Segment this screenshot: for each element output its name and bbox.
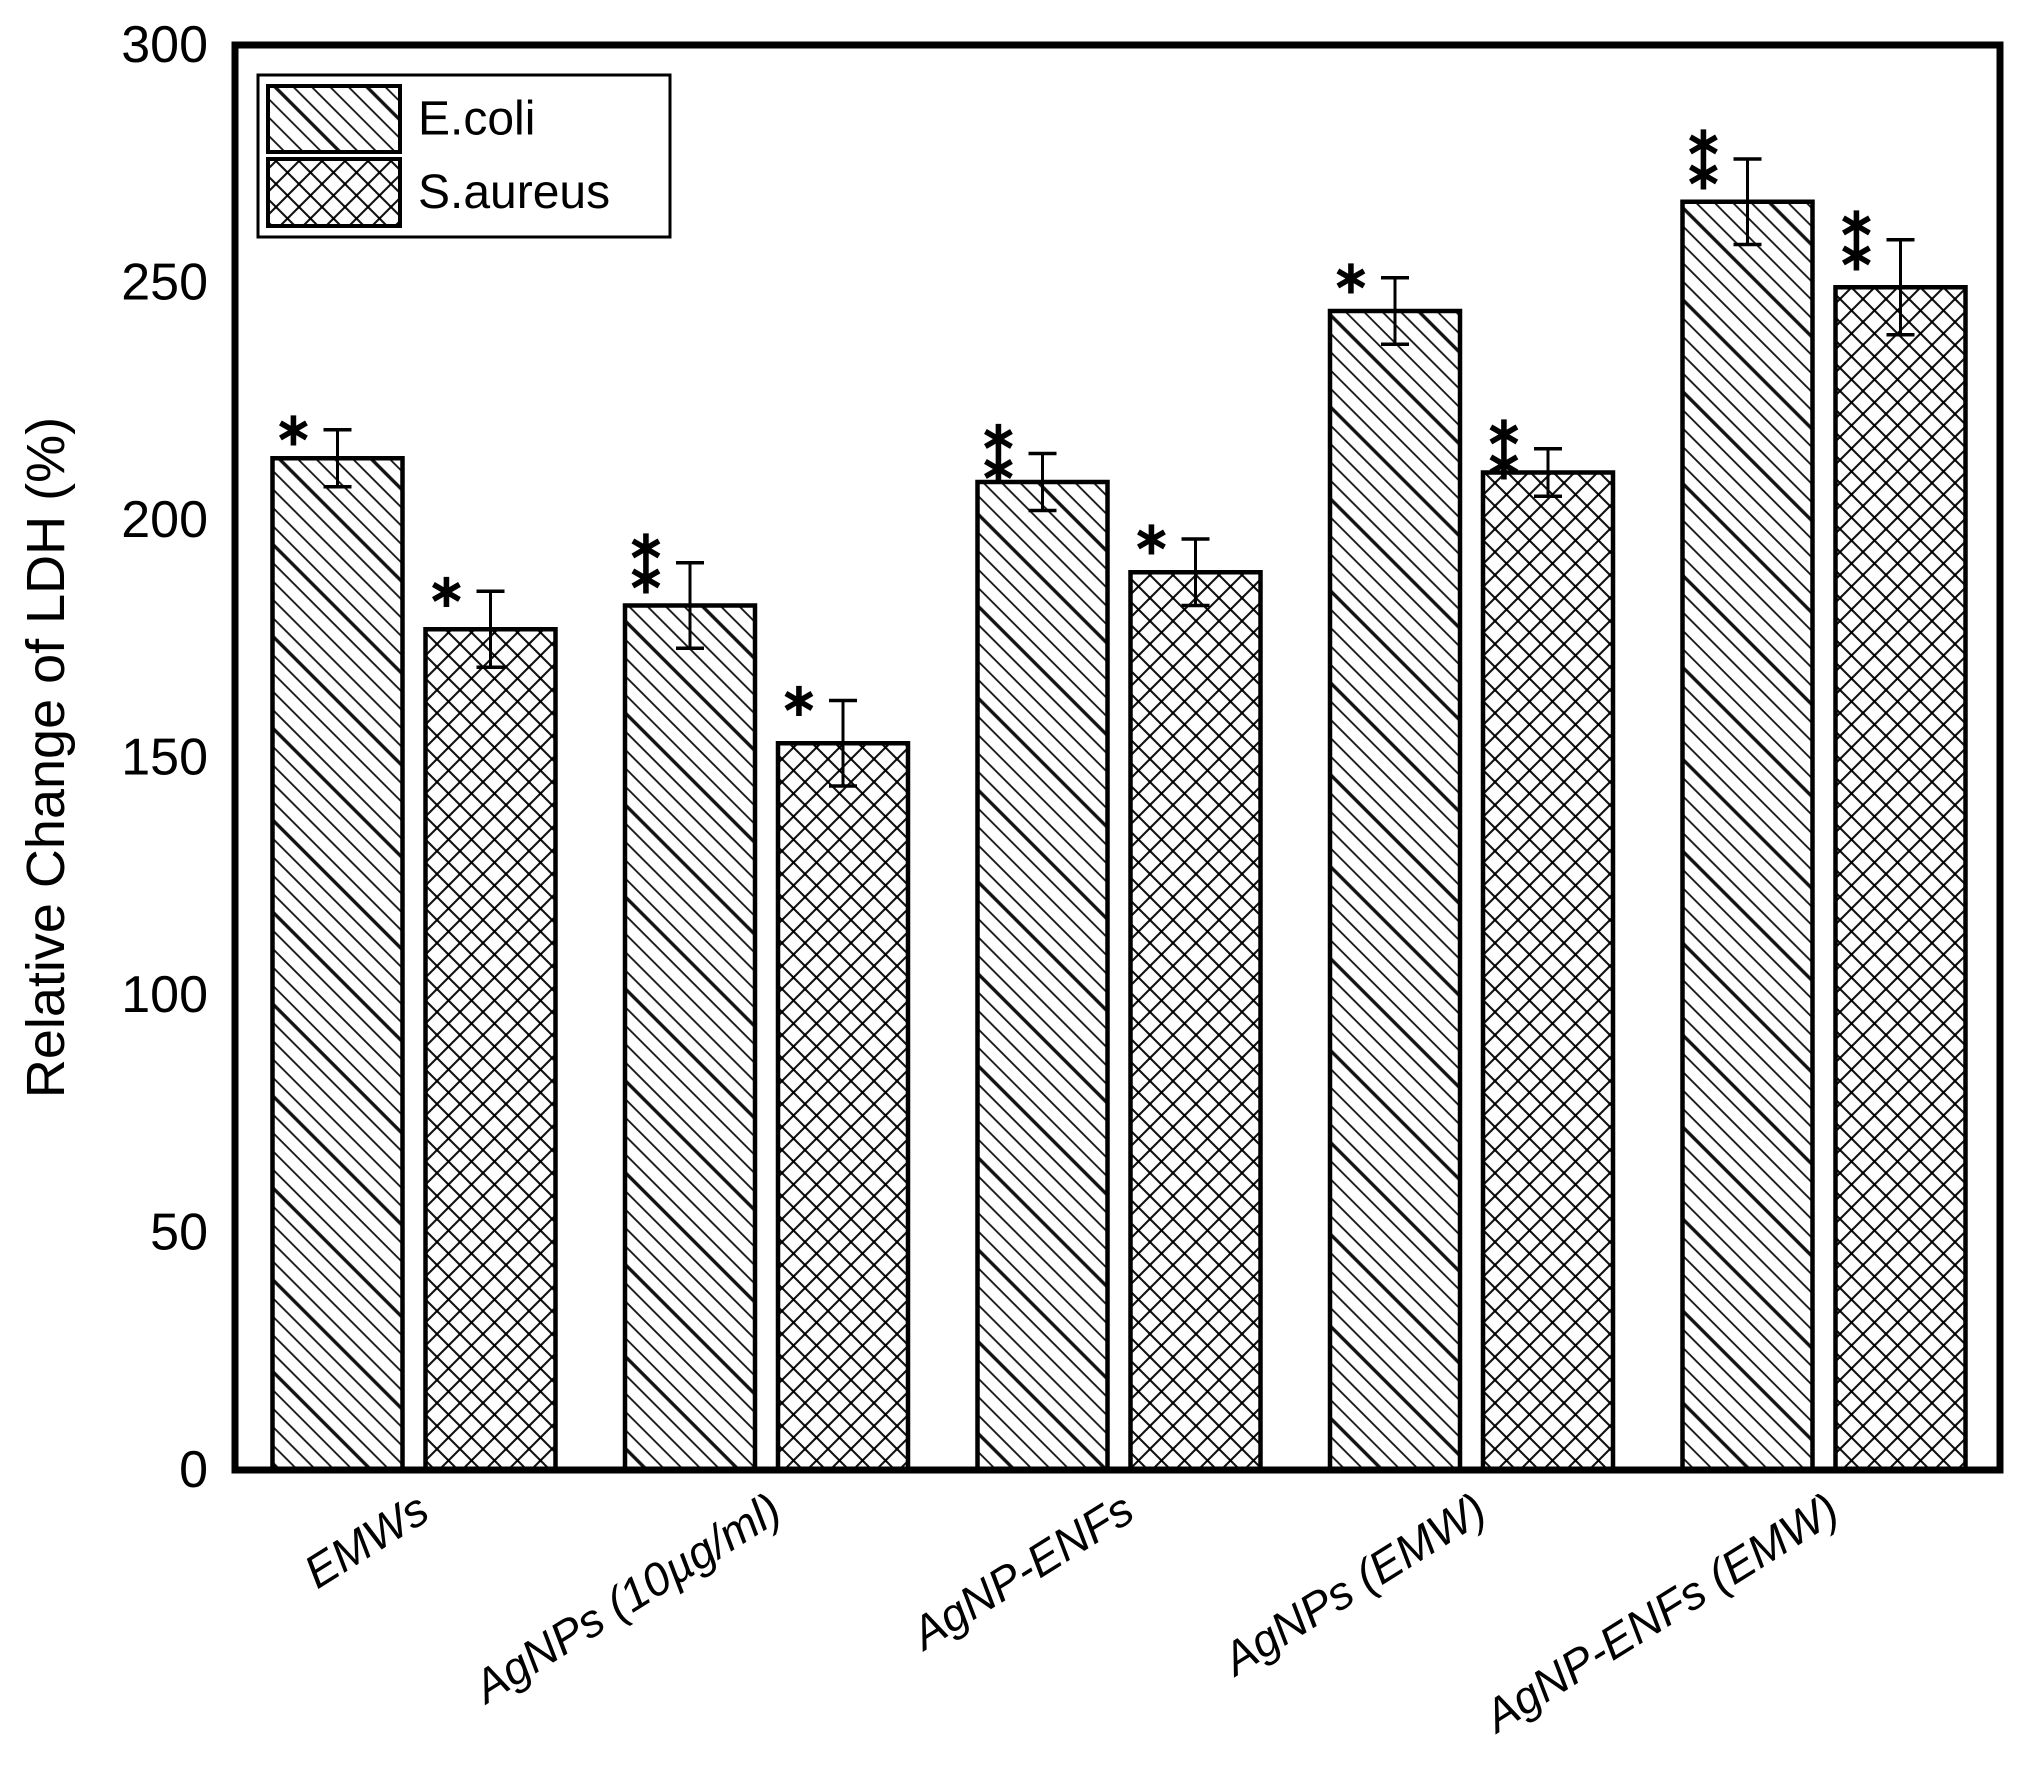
legend-swatch-S.aureus xyxy=(266,157,402,228)
y-tick-label: 200 xyxy=(121,491,208,549)
chart-layer: ∗∗∗∗∗∗∗∗∗∗∗∗∗∗∗050100150200250300Relativ… xyxy=(16,16,2004,1743)
legend-swatch-E.coli xyxy=(266,84,402,154)
significance-mark: ∗ xyxy=(273,403,313,456)
significance-mark: ∗ xyxy=(1683,118,1723,171)
y-tick-label: 300 xyxy=(121,16,208,74)
significance-mark: ∗ xyxy=(978,442,1018,495)
bar-E.coli-5 xyxy=(1680,199,1815,1473)
significance-mark: ∗ xyxy=(1683,148,1723,201)
bar-S.aureus-2 xyxy=(775,741,911,1473)
significance-mark: ∗ xyxy=(978,412,1018,465)
bar-E.coli-2 xyxy=(622,603,758,1473)
x-category-label: EMWs xyxy=(295,1482,437,1598)
significance-mark: ∗ xyxy=(779,674,819,727)
y-tick-label: 250 xyxy=(121,254,208,312)
bar-E.coli-4 xyxy=(1327,308,1463,1473)
x-category-label: AgNP-ENFs (EMW) xyxy=(1473,1482,1848,1743)
bar-E.coli-3 xyxy=(975,479,1110,1473)
significance-mark: ∗ xyxy=(1331,251,1371,304)
y-tick-label: 0 xyxy=(179,1441,208,1499)
y-tick-label: 50 xyxy=(150,1204,208,1262)
x-category-label: AgNPs (10µg/ml) xyxy=(462,1482,790,1714)
bar-S.aureus-4 xyxy=(1480,470,1616,1473)
significance-mark: ∗ xyxy=(1836,198,1876,251)
significance-mark: ∗ xyxy=(1131,513,1171,566)
y-tick-label: 150 xyxy=(121,729,208,787)
legend-label: E.coli xyxy=(418,93,535,146)
plot-frame xyxy=(231,41,2004,1474)
x-category-label: AgNP-ENFs xyxy=(900,1482,1143,1660)
significance-mark: ∗ xyxy=(426,565,466,618)
significance-mark: ∗ xyxy=(1484,437,1524,490)
legend-label: S.aureus xyxy=(418,166,610,219)
x-category-label: AgNPs (EMW) xyxy=(1211,1482,1495,1686)
bar-S.aureus-1 xyxy=(423,627,558,1473)
bar-E.coli-1 xyxy=(270,456,405,1473)
bar-S.aureus-3 xyxy=(1128,570,1263,1473)
significance-mark: ∗ xyxy=(1484,407,1524,460)
significance-mark: ∗ xyxy=(1836,228,1876,281)
y-axis-title: Relative Change of LDH (%) xyxy=(16,417,76,1098)
significance-mark: ∗ xyxy=(626,521,666,574)
bar-S.aureus-5 xyxy=(1833,285,1968,1473)
significance-mark: ∗ xyxy=(626,551,666,604)
y-tick-label: 100 xyxy=(121,966,208,1024)
